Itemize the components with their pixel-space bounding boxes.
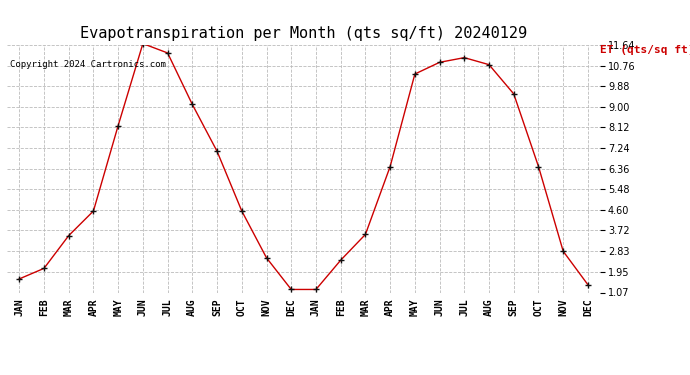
Text: Evapotranspiration per Month (qts sq/ft) 20240129: Evapotranspiration per Month (qts sq/ft)… [80, 26, 527, 41]
Text: Copyright 2024 Cartronics.com: Copyright 2024 Cartronics.com [10, 60, 166, 69]
Text: ET (qts/sq ft): ET (qts/sq ft) [600, 45, 690, 55]
